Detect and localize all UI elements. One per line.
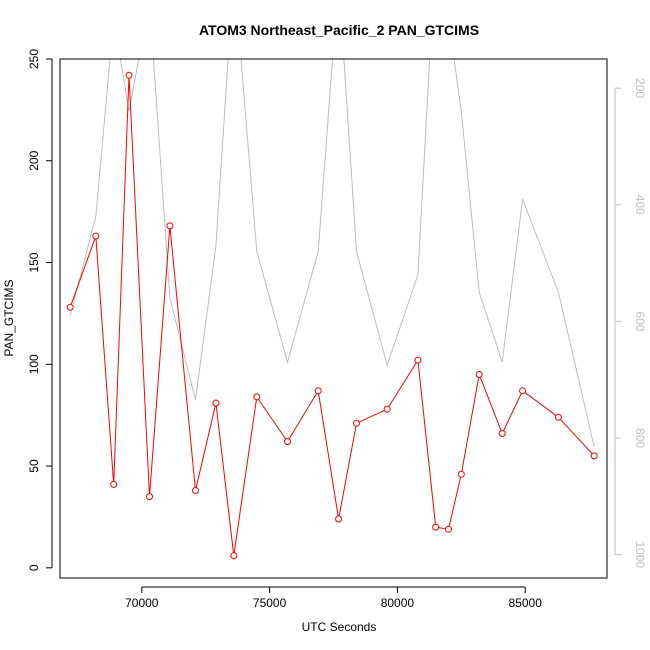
- series-line: [69, 75, 595, 556]
- plot-frame: [59, 58, 608, 579]
- data-point: [284, 438, 291, 446]
- data-point: [110, 480, 118, 488]
- x-tick-label: 70000: [125, 596, 159, 610]
- data-point: [66, 303, 74, 311]
- secondary-series-line: [69, 59, 595, 447]
- data-point: [314, 387, 322, 395]
- y-tick-label: 150: [27, 252, 41, 272]
- data-point: [335, 515, 343, 523]
- data-point: [353, 419, 360, 427]
- chart-title: ATOM3 Northeast_Pacific_2 PAN_GTCIMS: [199, 22, 479, 38]
- y-tick-label: 50: [27, 459, 41, 473]
- data-point: [230, 552, 238, 560]
- y-tick-label: 250: [27, 49, 41, 69]
- x-tick-label: 85000: [509, 596, 543, 610]
- data-point: [192, 487, 199, 494]
- y2-tick-label: 400: [633, 195, 647, 215]
- data-point: [146, 493, 153, 501]
- primary-series-layer: [66, 71, 598, 560]
- data-point: [519, 387, 527, 395]
- data-point: [445, 525, 452, 533]
- y-tick-label: 200: [27, 150, 41, 170]
- data-point: [125, 71, 133, 79]
- x-tick-label: 80000: [381, 596, 415, 610]
- x-tick-label: 75000: [253, 596, 287, 610]
- data-point: [554, 413, 562, 421]
- data-point: [457, 470, 465, 478]
- y-tick-label: 100: [27, 354, 41, 374]
- x-axis-label: UTC Seconds: [302, 620, 377, 634]
- y-axis-label: PAN_GTCIMS: [2, 279, 16, 356]
- secondary-series-layer: [69, 59, 595, 447]
- y2-tick-label: 200: [633, 78, 647, 98]
- data-point: [166, 222, 174, 230]
- y2-tick-label: 600: [633, 311, 647, 331]
- data-point: [475, 371, 483, 378]
- data-point: [92, 232, 100, 240]
- data-point: [498, 430, 506, 437]
- y2-tick-label: 1000: [633, 541, 647, 568]
- data-point: [383, 405, 391, 413]
- data-point: [212, 399, 220, 407]
- y-tick-label: 0: [27, 564, 41, 571]
- data-point: [590, 452, 598, 460]
- data-point: [253, 393, 261, 401]
- axes-layer: 70000 75000 80000 85000 0 50 100 150 200 250 200 40…: [27, 49, 647, 610]
- data-point: [414, 356, 422, 364]
- data-point: [432, 523, 440, 531]
- y2-tick-label: 800: [633, 428, 647, 448]
